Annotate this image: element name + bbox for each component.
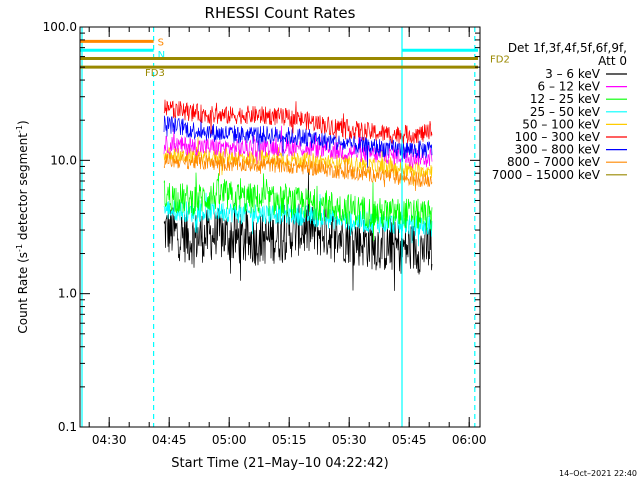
x-tick-label-2: 05:00 — [212, 433, 247, 447]
x-tick-label-4: 05:30 — [332, 433, 367, 447]
x-tick-label-1: 04:45 — [152, 433, 187, 447]
x-tick-label-3: 05:15 — [272, 433, 307, 447]
y-axis-label: Count Rate (s-1 detector segment-1) — [15, 120, 30, 333]
y-tick-label-1: 1.0 — [58, 287, 77, 301]
plot-frame — [79, 26, 481, 428]
legend-header-attenuator: Att 0 — [598, 54, 627, 68]
legend-header-detectors: Det 1f,3f,4f,5f,6f,9f, — [508, 41, 627, 55]
chart-title: RHESSI Count Rates — [205, 4, 356, 22]
series-layer — [163, 99, 433, 291]
legend-entry-4: 50 – 100 keV — [522, 117, 601, 131]
legend-entry-7: 800 – 7000 keV — [507, 155, 601, 169]
y-axis-label-main: Count Rate (s — [16, 252, 30, 334]
attenuator-label-3: FD2 — [490, 55, 510, 66]
series-line-0 — [163, 171, 433, 291]
legend-entry-0: 3 – 6 keV — [545, 67, 601, 81]
y-axis-label-sup1: -1 — [15, 244, 24, 252]
x-tick-label-6: 06:00 — [452, 433, 487, 447]
footer-date: 14–Oct–2021 22:40 — [559, 469, 637, 478]
y-tick-label-3: 100.0 — [43, 20, 77, 34]
legend-entry-3: 25 – 50 keV — [530, 105, 601, 119]
legend-entry-1: 6 – 12 keV — [538, 80, 601, 94]
attenuator-label-1: N — [158, 50, 165, 61]
axis-layer: 0.1 1.0 10.0 100.0 04:30 04:45 05:00 05:15 05:30… — [43, 20, 487, 447]
series-line-6 — [163, 115, 433, 168]
y-axis-label-sup2: -1 — [15, 125, 24, 133]
legend-entry-2: 12 – 25 keV — [530, 92, 601, 106]
y-tick-label-2: 10.0 — [50, 153, 77, 167]
attenuator-label-0: S — [158, 37, 164, 48]
y-axis-label-mid: detector segment — [16, 133, 30, 244]
series-line-5 — [163, 99, 433, 145]
series-line-7 — [163, 146, 433, 192]
x-tick-label-0: 04:30 — [92, 433, 127, 447]
legend-entry-6: 300 – 800 keV — [515, 143, 601, 157]
x-axis-label: Start Time (21–May–10 04:22:42) — [171, 456, 388, 471]
legend-entry-5: 100 – 300 keV — [515, 130, 601, 144]
series-line-1 — [163, 125, 433, 169]
legend: Det 1f,3f,4f,5f,6f,9f, Att 0 3 – 6 keV6 … — [492, 41, 627, 182]
y-tick-label-0: 0.1 — [58, 420, 77, 434]
series-line-2 — [163, 172, 433, 242]
x-tick-label-5: 05:45 — [392, 433, 427, 447]
overlay-layer: SN FD2 FD3 — [80, 27, 510, 427]
legend-entry-8: 7000 – 15000 keV — [492, 168, 601, 182]
attenuator-label-4: FD3 — [145, 68, 165, 79]
y-axis-label-end: ) — [16, 120, 30, 125]
